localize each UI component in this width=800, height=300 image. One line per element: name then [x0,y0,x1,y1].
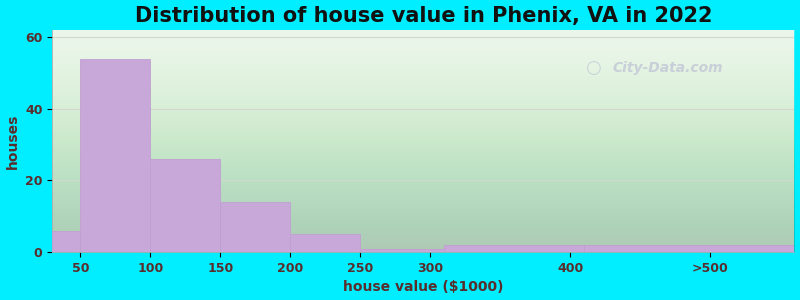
Text: ○: ○ [585,59,601,77]
Bar [360,249,444,252]
Bar [585,245,794,252]
Bar [220,202,290,252]
Bar [52,231,80,252]
Bar [290,234,360,252]
Text: City-Data.com: City-Data.com [613,61,723,75]
Bar [150,159,220,252]
Bar [80,58,150,252]
Y-axis label: houses: houses [6,113,19,169]
Bar [444,245,585,252]
Title: Distribution of house value in Phenix, VA in 2022: Distribution of house value in Phenix, V… [134,6,712,26]
X-axis label: house value ($1000): house value ($1000) [343,280,504,294]
